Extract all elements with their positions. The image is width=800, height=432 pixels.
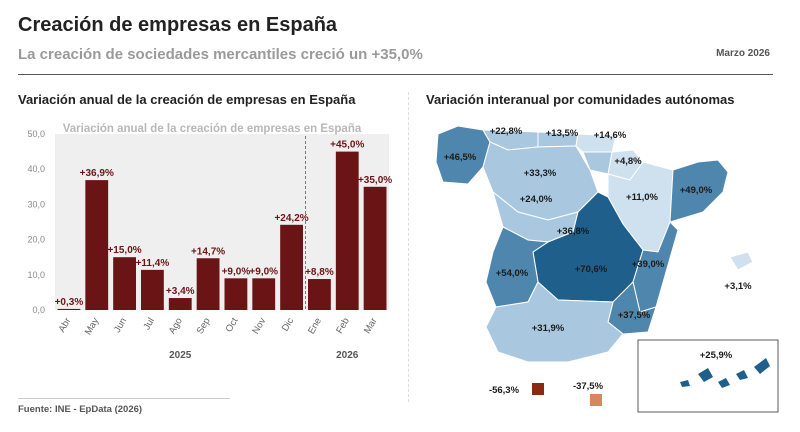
x-tick-label: Abr: [57, 316, 74, 334]
bar-value-label: +35,0%: [358, 175, 392, 186]
bar: [113, 257, 136, 310]
bar-value-label: +15,0%: [107, 245, 141, 256]
left-panel-title: Variación anual de la creación de empres…: [18, 92, 356, 107]
x-tick-label: Feb: [334, 316, 352, 336]
region-value-label: +31,9%: [532, 323, 565, 334]
bar: [252, 278, 276, 310]
y-tick-label: 20,0: [27, 235, 45, 245]
bar-value-label: +24,2%: [274, 213, 308, 224]
region-value-label: +54,0%: [496, 268, 529, 279]
region-value-label: -56,3%: [489, 385, 520, 396]
region-canarias-4: [754, 358, 770, 374]
y-tick-label: 50,0: [27, 129, 45, 139]
x-tick-label: May: [83, 316, 102, 337]
region-value-label: +70,6%: [575, 264, 608, 275]
region-value-label: +24,0%: [520, 194, 553, 205]
bar: [85, 180, 109, 310]
x-tick-label: Jun: [112, 316, 129, 335]
y-tick-label: 30,0: [27, 199, 45, 209]
bar: [196, 258, 220, 310]
bar-value-label: +9,0%: [222, 266, 251, 277]
bar-chart: Variación anual de la creación de empres…: [27, 123, 392, 361]
page-subtitle: La creación de sociedades mercantiles cr…: [18, 46, 423, 63]
header-divider: [18, 74, 773, 75]
region-value-label: +25,9%: [700, 350, 733, 361]
region-andalucia: [485, 281, 624, 363]
region-baleares: [729, 251, 754, 271]
region-canarias-3: [736, 370, 748, 380]
y-tick-label: 0,0: [32, 305, 45, 315]
bar: [168, 298, 192, 310]
legend-swatch-negative-dark: [532, 383, 544, 395]
x-tick-label: Nov: [250, 316, 268, 336]
x-tick-label: Oct: [224, 316, 241, 335]
region-canarias-1: [698, 368, 713, 382]
bar: [224, 278, 248, 310]
region-canarias-2: [718, 378, 730, 388]
x-tick-label: Mar: [362, 316, 380, 336]
right-panel-title: Variación interanual por comunidades aut…: [426, 92, 735, 107]
panel-divider: [408, 92, 409, 402]
region-value-label: +14,6%: [594, 130, 627, 141]
region-value-label: +37,5%: [618, 310, 651, 321]
region-value-label: +39,0%: [632, 259, 665, 270]
bar-value-label: +3,4%: [166, 286, 195, 297]
spain-map: +46,5% +22,8% +13,5% +14,6% +4,8% -56,3% +33,3…: [435, 125, 779, 413]
bar-value-label: +9,0%: [249, 266, 278, 277]
region-value-label: +11,0%: [626, 192, 659, 203]
region-value-label: +46,5%: [444, 152, 477, 163]
bar: [363, 186, 387, 310]
bar: [141, 269, 164, 310]
region-value-label: +4,8%: [614, 156, 642, 167]
region-value-label: +13,5%: [546, 128, 579, 139]
region-value-label: +49,0%: [680, 185, 713, 196]
x-tick-label: Ene: [306, 316, 324, 336]
x-tick-label: Jul: [141, 316, 157, 332]
region-value-label: +33,3%: [524, 168, 557, 179]
y-tick-label: 40,0: [27, 164, 45, 174]
x-tick-label: Dic: [280, 316, 297, 334]
chart-plot-area: [55, 134, 389, 310]
bar-value-label: +14,7%: [191, 246, 225, 257]
bar-value-label: +11,4%: [136, 258, 170, 269]
y-tick-label: 10,0: [27, 270, 45, 280]
region-canarias-5: [680, 380, 690, 387]
bar: [280, 224, 303, 310]
bar-value-label: +36,9%: [80, 168, 114, 179]
date-label: Marzo 2026: [716, 48, 770, 59]
page-title: Creación de empresas en España: [18, 14, 338, 36]
year-label: 2026: [336, 350, 359, 361]
region-value-label: +3,1%: [724, 281, 752, 292]
canarias-inset-frame: [637, 339, 779, 413]
bar: [57, 308, 81, 310]
chart-inner-title: Variación anual de la creación de empres…: [63, 123, 362, 135]
region-cataluna: [669, 159, 729, 223]
bar-value-label: +8,8%: [305, 267, 334, 278]
bar: [308, 279, 331, 310]
region-value-label: -37,5%: [573, 381, 604, 392]
year-label: 2025: [169, 350, 192, 361]
x-tick-label: Ago: [167, 316, 185, 336]
region-value-label: +22,8%: [490, 126, 523, 137]
legend-swatch-negative-light: [590, 394, 602, 406]
bar-value-label: +0,3%: [55, 297, 84, 308]
source-divider: [18, 398, 230, 399]
x-tick-label: Sep: [195, 316, 213, 336]
region-value-label: +36,8%: [557, 226, 590, 237]
source-note: Fuente: INE - EpData (2026): [18, 404, 143, 415]
bar: [335, 151, 359, 310]
bar-value-label: +45,0%: [330, 140, 364, 151]
